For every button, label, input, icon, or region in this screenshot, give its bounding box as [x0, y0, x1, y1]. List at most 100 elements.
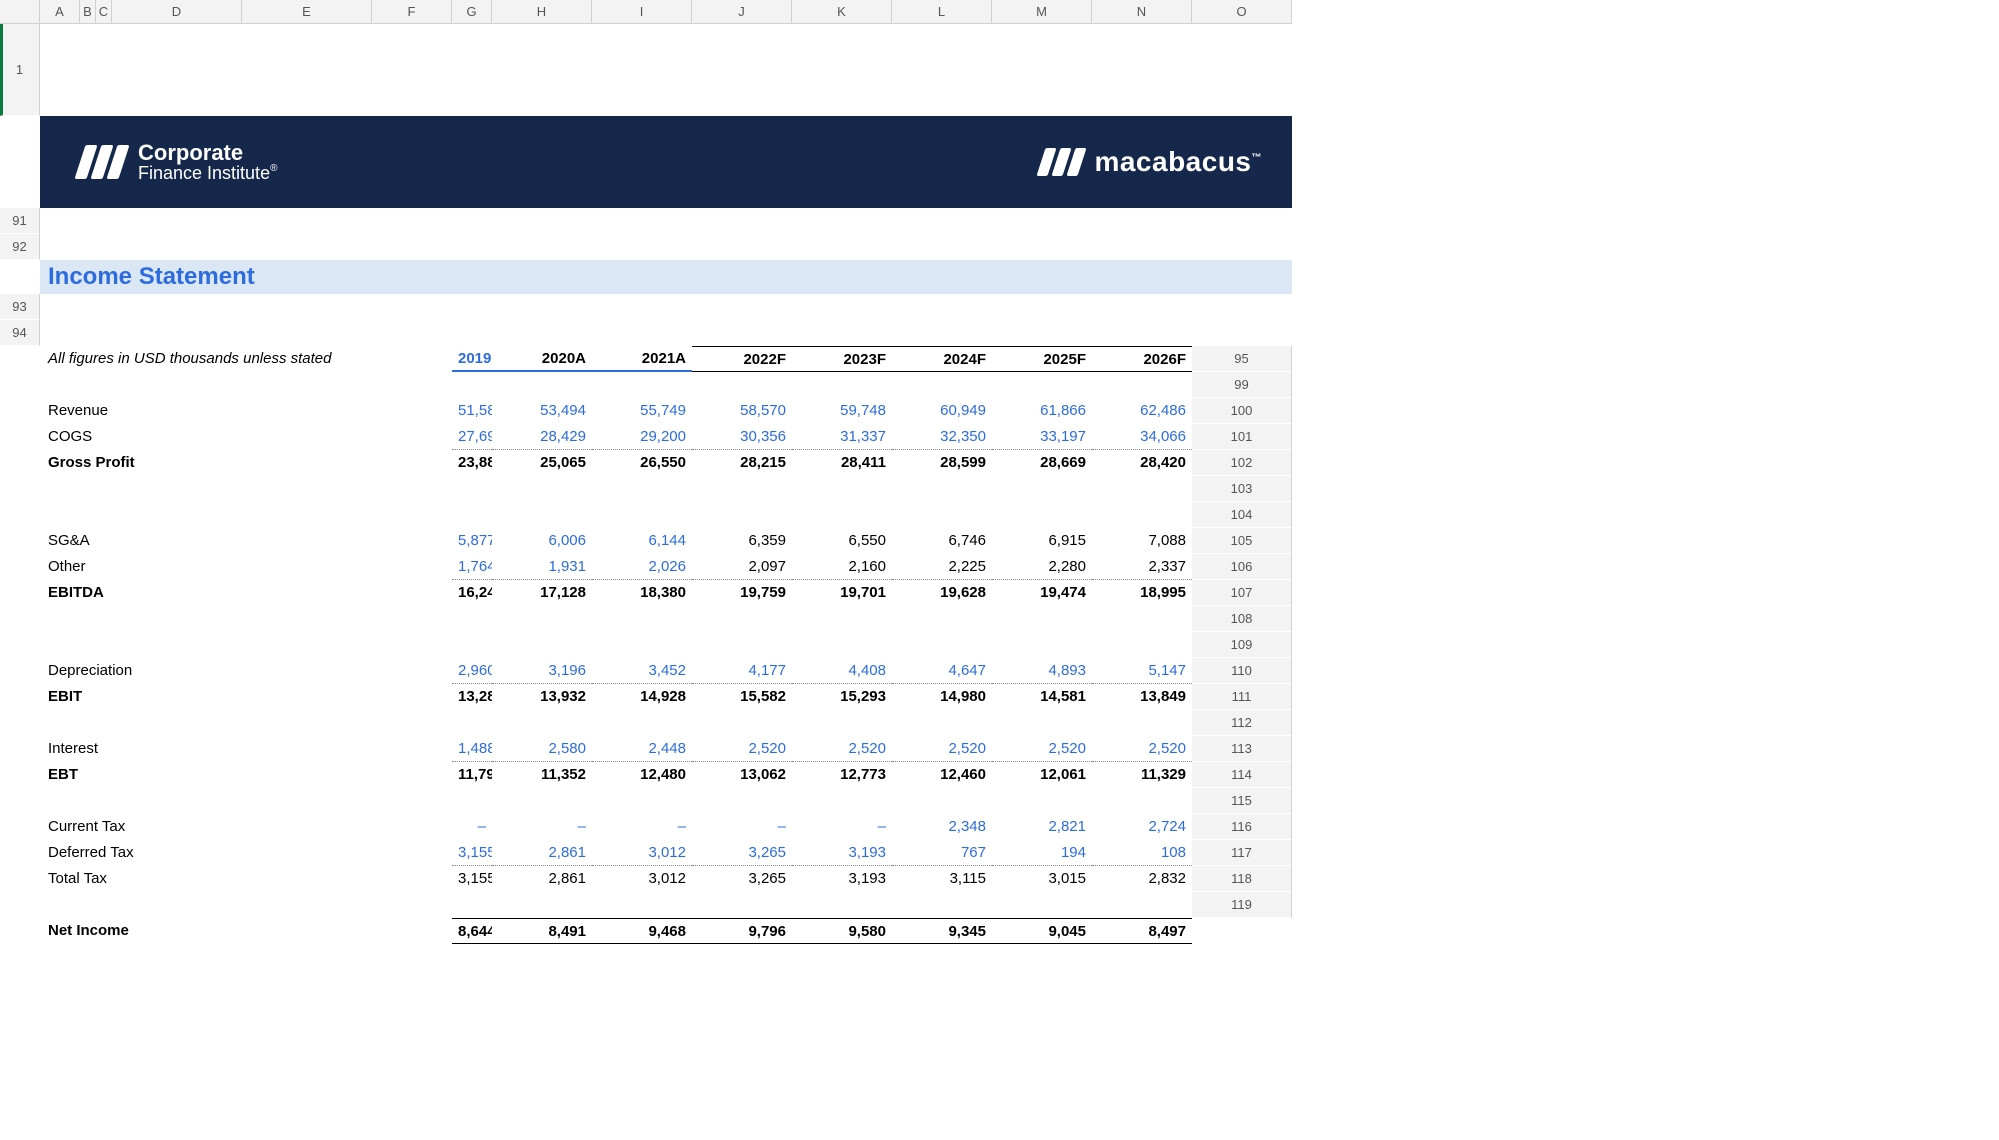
- cell[interactable]: [492, 892, 592, 918]
- cell[interactable]: [692, 632, 792, 658]
- col-header[interactable]: L: [892, 0, 992, 24]
- row-header[interactable]: 110: [1192, 658, 1292, 684]
- value-cell[interactable]: 12,480: [592, 762, 692, 788]
- line-label[interactable]: [40, 892, 452, 918]
- col-header[interactable]: C: [96, 0, 112, 24]
- cell[interactable]: [892, 606, 992, 632]
- cell[interactable]: [992, 606, 1092, 632]
- value-cell[interactable]: 9,045: [992, 918, 1092, 944]
- year-header[interactable]: 2019A: [452, 346, 492, 372]
- cell[interactable]: [592, 208, 692, 234]
- cell[interactable]: [1092, 788, 1192, 814]
- col-header[interactable]: K: [792, 0, 892, 24]
- cell[interactable]: [80, 372, 96, 398]
- value-cell[interactable]: 2,960: [452, 658, 492, 684]
- cell[interactable]: [0, 580, 40, 606]
- value-cell[interactable]: 18,380: [592, 580, 692, 606]
- row-header[interactable]: 94: [0, 320, 40, 346]
- value-cell[interactable]: 2,160: [792, 554, 892, 580]
- cell[interactable]: [592, 632, 692, 658]
- row-header[interactable]: 102: [1192, 450, 1292, 476]
- cell[interactable]: [992, 788, 1092, 814]
- value-cell[interactable]: 11,329: [1092, 762, 1192, 788]
- value-cell[interactable]: 5,147: [1092, 658, 1192, 684]
- value-cell[interactable]: 8,497: [1092, 918, 1192, 944]
- value-cell[interactable]: 19,628: [892, 580, 992, 606]
- row-header[interactable]: 115: [1192, 788, 1292, 814]
- cell[interactable]: [0, 606, 40, 632]
- cell[interactable]: [892, 476, 992, 502]
- cell[interactable]: [892, 502, 992, 528]
- cell[interactable]: [40, 372, 80, 398]
- cell[interactable]: [452, 632, 492, 658]
- cell[interactable]: [0, 892, 40, 918]
- cell[interactable]: [452, 476, 492, 502]
- cell[interactable]: [96, 208, 112, 234]
- row-header[interactable]: 116: [1192, 814, 1292, 840]
- cell[interactable]: [692, 892, 792, 918]
- cell[interactable]: [452, 892, 492, 918]
- cell[interactable]: [792, 294, 892, 320]
- line-label[interactable]: Net Income: [40, 918, 452, 944]
- value-cell[interactable]: 194: [992, 840, 1092, 866]
- value-cell[interactable]: 28,411: [792, 450, 892, 476]
- line-label[interactable]: [40, 632, 452, 658]
- cell[interactable]: [112, 372, 242, 398]
- line-label[interactable]: [40, 502, 452, 528]
- cell[interactable]: [992, 710, 1092, 736]
- value-cell[interactable]: 2,520: [792, 736, 892, 762]
- value-cell[interactable]: 13,287: [452, 684, 492, 710]
- value-cell[interactable]: 19,474: [992, 580, 1092, 606]
- value-cell[interactable]: 4,177: [692, 658, 792, 684]
- cell[interactable]: [992, 502, 1092, 528]
- value-cell[interactable]: 27,697: [452, 424, 492, 450]
- cell[interactable]: [1092, 606, 1192, 632]
- cell[interactable]: [96, 372, 112, 398]
- cell[interactable]: [0, 554, 40, 580]
- value-cell[interactable]: 17,128: [492, 580, 592, 606]
- value-cell[interactable]: 6,006: [492, 528, 592, 554]
- value-cell[interactable]: 12,773: [792, 762, 892, 788]
- cell[interactable]: [892, 208, 992, 234]
- value-cell[interactable]: 28,420: [1092, 450, 1192, 476]
- line-label[interactable]: Deferred Tax: [40, 840, 452, 866]
- cell[interactable]: [492, 208, 592, 234]
- value-cell[interactable]: 3,155: [452, 866, 492, 892]
- line-label[interactable]: Interest: [40, 736, 452, 762]
- col-header[interactable]: M: [992, 0, 1092, 24]
- value-cell[interactable]: 4,647: [892, 658, 992, 684]
- value-cell[interactable]: 2,724: [1092, 814, 1192, 840]
- cell[interactable]: [112, 208, 242, 234]
- value-cell[interactable]: 9,796: [692, 918, 792, 944]
- cell[interactable]: [40, 320, 80, 346]
- value-cell[interactable]: –: [592, 814, 692, 840]
- cell[interactable]: [892, 892, 992, 918]
- value-cell[interactable]: 3,265: [692, 866, 792, 892]
- cell[interactable]: [692, 710, 792, 736]
- value-cell[interactable]: 3,265: [692, 840, 792, 866]
- cell[interactable]: [452, 502, 492, 528]
- line-label[interactable]: [40, 606, 452, 632]
- cell[interactable]: [892, 788, 992, 814]
- value-cell[interactable]: 13,062: [692, 762, 792, 788]
- value-cell[interactable]: 11,352: [492, 762, 592, 788]
- cell[interactable]: [792, 632, 892, 658]
- cell[interactable]: [1092, 632, 1192, 658]
- cell[interactable]: [592, 502, 692, 528]
- year-header[interactable]: 2022F: [692, 346, 792, 372]
- cell[interactable]: [992, 208, 1092, 234]
- value-cell[interactable]: 767: [892, 840, 992, 866]
- cell[interactable]: [1092, 294, 1192, 320]
- value-cell[interactable]: –: [792, 814, 892, 840]
- cell[interactable]: [80, 294, 96, 320]
- value-cell[interactable]: 5,877: [452, 528, 492, 554]
- cell[interactable]: [692, 476, 792, 502]
- value-cell[interactable]: 14,581: [992, 684, 1092, 710]
- value-cell[interactable]: 3,452: [592, 658, 692, 684]
- cell[interactable]: [992, 476, 1092, 502]
- cell[interactable]: [0, 528, 40, 554]
- value-cell[interactable]: 2,280: [992, 554, 1092, 580]
- line-label[interactable]: [40, 476, 452, 502]
- cell[interactable]: [0, 788, 40, 814]
- value-cell[interactable]: 14,928: [592, 684, 692, 710]
